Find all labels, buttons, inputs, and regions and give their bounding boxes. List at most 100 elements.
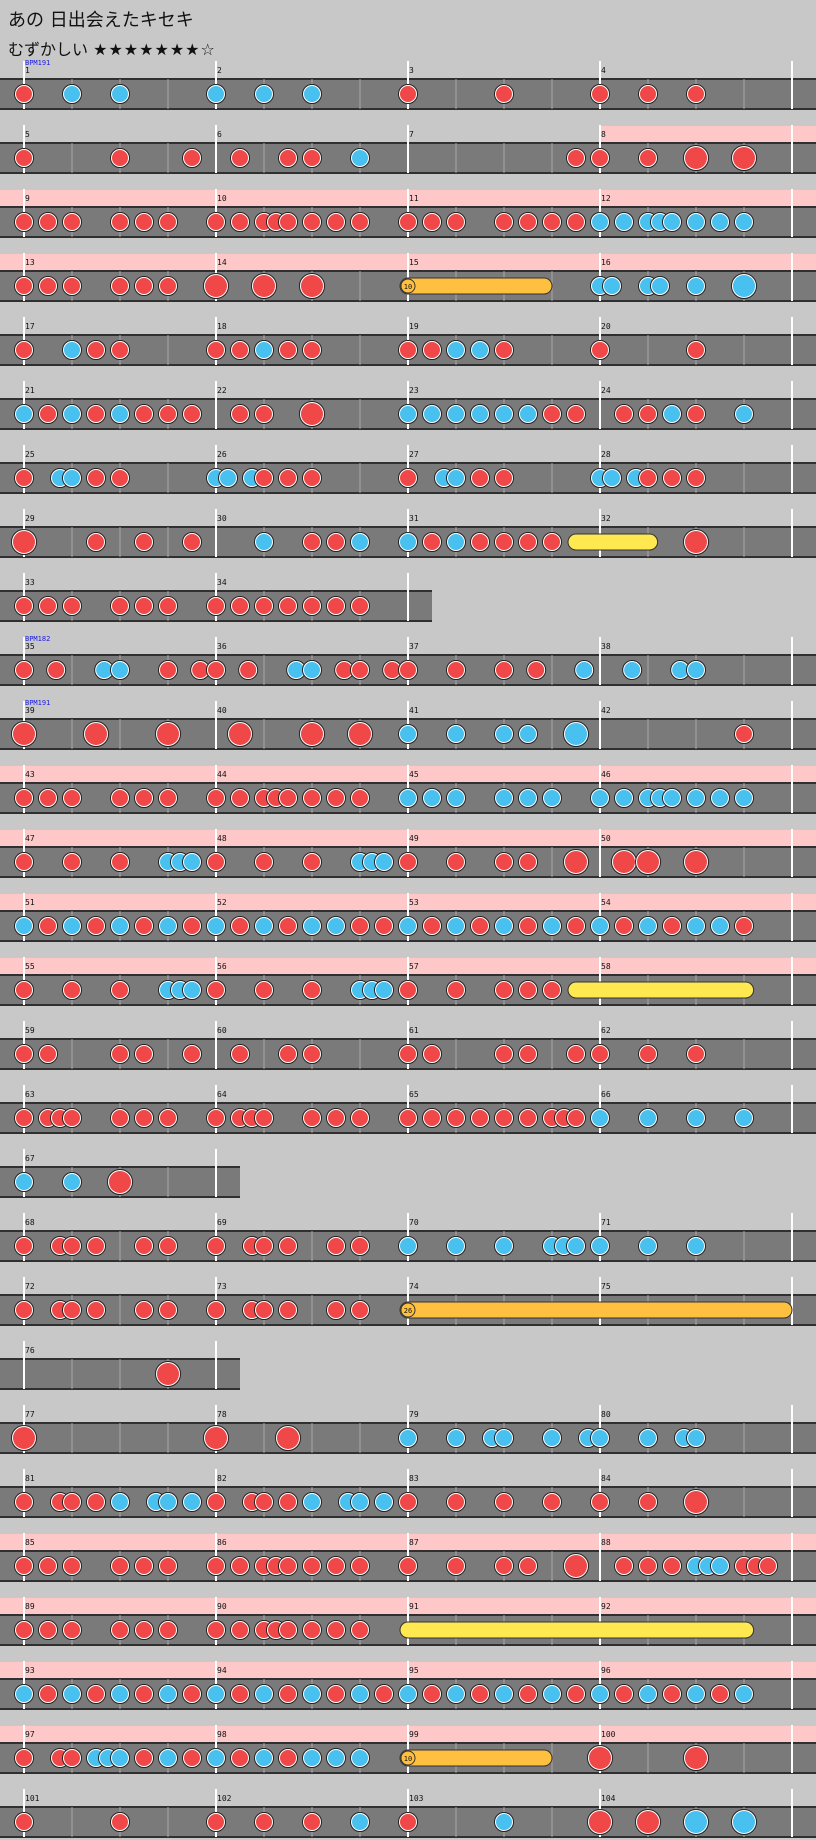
ka-note xyxy=(604,278,620,294)
don-note xyxy=(568,1110,584,1126)
don-note xyxy=(16,598,32,614)
ka-note xyxy=(688,790,704,806)
ka-note xyxy=(400,790,416,806)
ka-note xyxy=(604,470,620,486)
measure-number: 50 xyxy=(601,834,611,843)
ka-note xyxy=(352,534,368,550)
big-don-note xyxy=(301,275,323,297)
don-note xyxy=(352,598,368,614)
ka-note xyxy=(592,1430,608,1446)
don-note xyxy=(352,1238,368,1254)
ka-note xyxy=(496,918,512,934)
don-note xyxy=(112,214,128,230)
measure-number: 39 xyxy=(25,706,35,715)
big-don-note xyxy=(13,723,35,745)
drumroll-note xyxy=(399,1301,793,1319)
big-don-note xyxy=(13,1427,35,1449)
measure-number: 74 xyxy=(409,1282,419,1291)
ka-note xyxy=(688,278,704,294)
don-note xyxy=(136,1046,152,1062)
ka-note xyxy=(208,1750,224,1766)
don-note xyxy=(760,1558,776,1574)
ka-note xyxy=(16,1174,32,1190)
don-note xyxy=(256,982,272,998)
big-don-note xyxy=(685,147,707,169)
ka-note xyxy=(112,1494,128,1510)
ka-note xyxy=(424,406,440,422)
measure-number: 36 xyxy=(217,642,227,651)
balloon-note xyxy=(567,533,659,551)
don-note xyxy=(232,1558,248,1574)
don-note xyxy=(88,1302,104,1318)
don-note xyxy=(64,214,80,230)
ka-note xyxy=(352,1494,368,1510)
don-note xyxy=(528,662,545,678)
ka-note xyxy=(256,1686,272,1702)
measure-number: 86 xyxy=(217,1538,227,1547)
don-note xyxy=(544,406,560,422)
measure-number: 33 xyxy=(25,578,35,587)
measure-number: 61 xyxy=(409,1026,419,1035)
ka-note xyxy=(520,726,536,742)
don-note xyxy=(448,1558,464,1574)
ka-note xyxy=(64,342,80,358)
don-note xyxy=(384,662,401,678)
ka-note xyxy=(184,1494,200,1510)
don-note xyxy=(208,1814,224,1830)
don-note xyxy=(160,278,176,294)
don-note xyxy=(208,342,224,358)
ka-note xyxy=(448,534,464,550)
don-note xyxy=(544,214,560,230)
ka-note xyxy=(544,918,560,934)
don-note xyxy=(64,278,80,294)
don-note xyxy=(328,598,344,614)
ka-note xyxy=(736,790,752,806)
don-note xyxy=(184,406,200,422)
measure-number: 55 xyxy=(25,962,35,971)
don-note xyxy=(664,918,680,934)
ka-note xyxy=(448,918,464,934)
measure-number: 101 xyxy=(25,1794,40,1803)
don-note xyxy=(208,854,224,870)
don-note xyxy=(64,598,80,614)
don-note xyxy=(616,406,632,422)
ka-note xyxy=(592,214,608,230)
don-note xyxy=(568,918,584,934)
don-note xyxy=(280,1238,296,1254)
ka-note xyxy=(544,790,560,806)
measure-number: 38 xyxy=(601,642,611,651)
ka-note xyxy=(448,1238,464,1254)
don-note xyxy=(136,790,152,806)
ka-note xyxy=(616,790,632,806)
don-note xyxy=(424,214,440,230)
don-note xyxy=(136,406,152,422)
measure-number: 13 xyxy=(25,258,35,267)
don-note xyxy=(520,854,536,870)
don-note xyxy=(16,278,32,294)
measure-number: 37 xyxy=(409,642,419,651)
don-note xyxy=(520,1686,536,1702)
don-note xyxy=(448,1110,464,1126)
don-note xyxy=(240,662,257,678)
don-note xyxy=(88,1238,104,1254)
don-note xyxy=(232,150,248,166)
ka-note xyxy=(160,918,176,934)
don-note xyxy=(496,214,512,230)
ka-note xyxy=(304,1750,320,1766)
ka-note xyxy=(520,790,536,806)
measure-number: 22 xyxy=(217,386,227,395)
don-note xyxy=(304,1110,320,1126)
don-note xyxy=(688,470,704,486)
measure-number: 25 xyxy=(25,450,35,459)
measure-number: 11 xyxy=(409,194,419,203)
don-note xyxy=(544,534,560,550)
don-note xyxy=(160,214,176,230)
don-note xyxy=(304,1046,320,1062)
measure-number: 88 xyxy=(601,1538,611,1547)
ka-note xyxy=(448,342,464,358)
don-note xyxy=(160,790,176,806)
big-don-note xyxy=(733,147,755,169)
don-note xyxy=(48,662,65,678)
ka-note xyxy=(448,1430,464,1446)
don-note xyxy=(472,918,488,934)
